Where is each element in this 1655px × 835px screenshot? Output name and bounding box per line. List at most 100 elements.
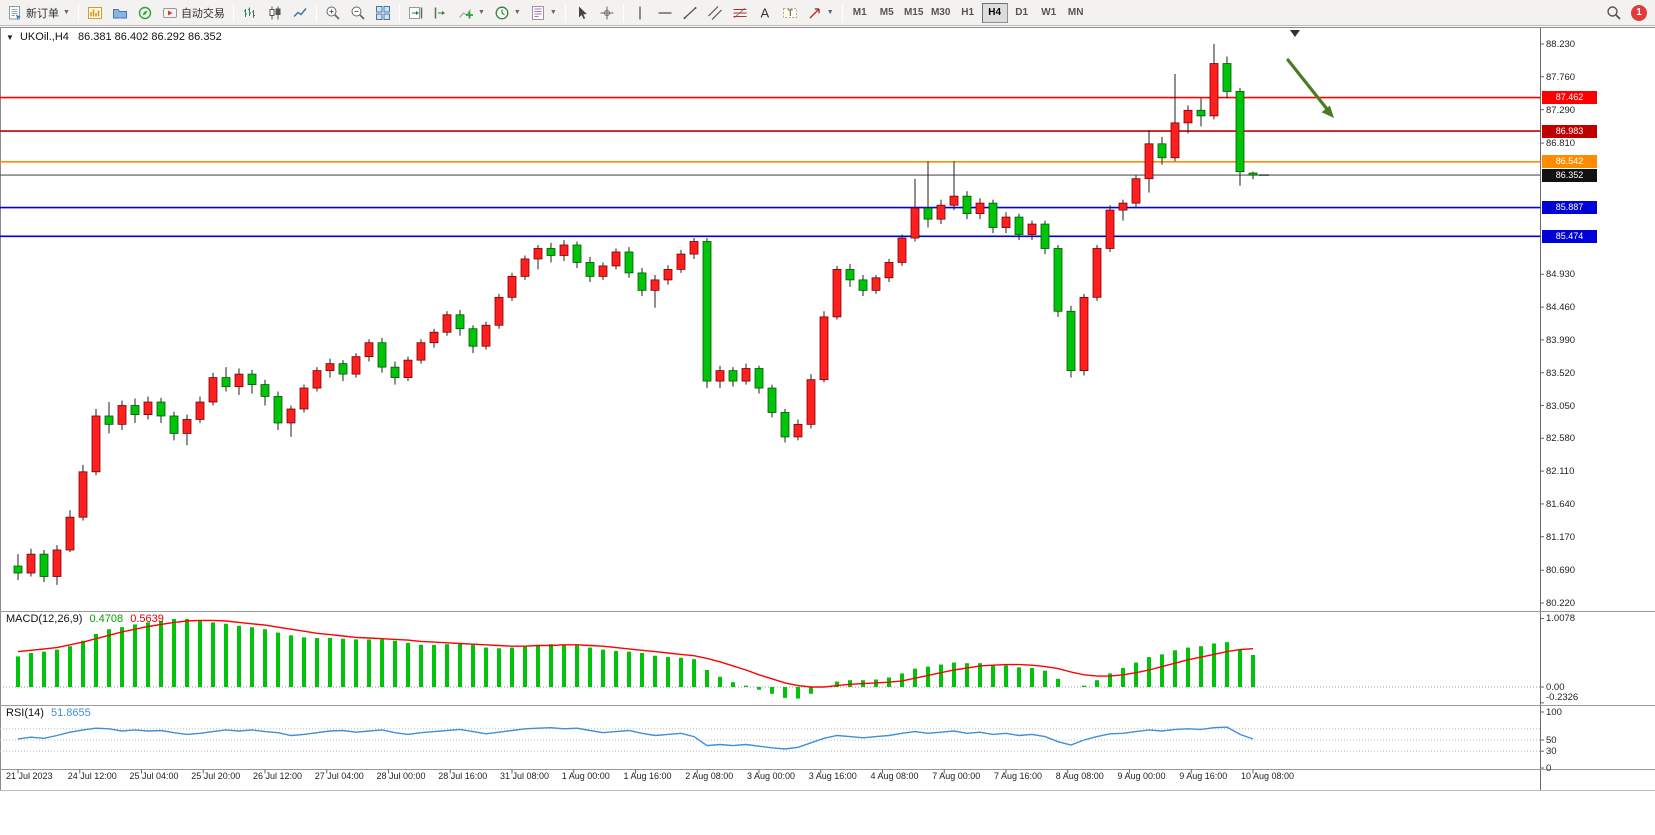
- candle-body: [429, 331, 439, 344]
- timeframe-m30[interactable]: M30: [928, 3, 954, 23]
- candle-body: [364, 342, 374, 358]
- autoscroll-button[interactable]: [404, 2, 428, 24]
- separator: [841, 3, 843, 22]
- horizontal-line-button[interactable]: [653, 2, 677, 24]
- timeframe-h1[interactable]: H1: [955, 3, 981, 23]
- crosshair-button[interactable]: [595, 2, 619, 24]
- candle-body: [962, 195, 972, 214]
- candle-body: [377, 342, 387, 368]
- timeframe-mn[interactable]: MN: [1063, 3, 1089, 23]
- collapse-icon[interactable]: ▼: [6, 33, 14, 42]
- candle-body: [286, 408, 296, 424]
- template-icon: [531, 5, 544, 20]
- timeframe-m15[interactable]: M15: [901, 3, 927, 23]
- candle-body: [871, 277, 881, 291]
- candle-body: [65, 516, 75, 551]
- candle-body: [897, 237, 907, 263]
- chevron-down-icon: ▼: [549, 9, 557, 16]
- candle-body: [169, 415, 179, 434]
- fibonacci-button[interactable]: [728, 2, 752, 24]
- chevron-down-icon: ▼: [826, 9, 834, 16]
- candle-body: [299, 387, 309, 410]
- search-button[interactable]: [1602, 2, 1626, 24]
- chart-shift-marker[interactable]: [1290, 30, 1300, 37]
- zoom-out-icon: [351, 6, 365, 20]
- ohlc-values: 86.381 86.402 86.292 86.352: [77, 31, 222, 43]
- candle-body: [143, 401, 153, 415]
- new-order-button[interactable]: 新订单 ▼: [3, 2, 74, 24]
- timeframe-m1[interactable]: M1: [847, 3, 873, 23]
- candle-body: [1079, 296, 1089, 372]
- candle-body: [312, 370, 322, 389]
- candle-body: [793, 423, 803, 438]
- profiles-button[interactable]: [108, 2, 132, 24]
- navigator-button[interactable]: [133, 2, 157, 24]
- candle-body: [819, 316, 829, 381]
- macd-label: MACD(12,26,9) 0.4708 0.5639: [6, 613, 164, 625]
- rsi-line: [17, 726, 1254, 750]
- line-chart-button[interactable]: [288, 2, 312, 24]
- candle-body: [78, 471, 88, 518]
- candle-body: [104, 415, 114, 425]
- candle-body: [1118, 202, 1128, 211]
- candle-body: [1170, 122, 1180, 159]
- candle-body: [975, 202, 985, 214]
- tile-windows-button[interactable]: [371, 2, 395, 24]
- candle-body: [13, 565, 23, 574]
- candle-body: [858, 279, 868, 291]
- candle-body: [117, 405, 127, 425]
- candle-body: [624, 251, 634, 274]
- candle-body: [689, 241, 699, 255]
- candle-body: [1040, 223, 1050, 249]
- candle-body: [650, 279, 660, 291]
- candles-chart-icon: [269, 6, 281, 19]
- rsi-label: RSI(14) 51.8655: [6, 707, 91, 719]
- zoom-out-button[interactable]: [346, 2, 370, 24]
- indicators-button[interactable]: ▼: [454, 2, 489, 24]
- channel-button[interactable]: [703, 2, 727, 24]
- new-order-icon: [9, 5, 21, 20]
- text-button[interactable]: A: [753, 2, 777, 24]
- cursor-button[interactable]: [570, 2, 594, 24]
- vertical-line-button[interactable]: [628, 2, 652, 24]
- autotrading-label: 自动交易: [180, 7, 225, 20]
- candle-body: [780, 412, 790, 438]
- text-icon: A: [760, 5, 769, 20]
- symbol-info[interactable]: ▼ UKOil.,H4 86.381 86.402 86.292 86.352: [6, 31, 222, 43]
- autoscroll-icon: [408, 6, 423, 19]
- chevron-down-icon: ▼: [63, 9, 70, 16]
- timeframe-h4[interactable]: H4: [981, 2, 1008, 23]
- candle-body: [156, 401, 166, 417]
- candle-body: [130, 405, 140, 415]
- candle-body: [728, 370, 738, 382]
- bars-chart-button[interactable]: [238, 2, 262, 24]
- timeframe-d1[interactable]: D1: [1009, 3, 1035, 23]
- candles-chart-button[interactable]: [263, 2, 287, 24]
- candle-body: [1209, 63, 1219, 117]
- timeframe-w1[interactable]: W1: [1036, 3, 1062, 23]
- new-chart-icon: [87, 6, 102, 19]
- new-chart-button[interactable]: [83, 2, 107, 24]
- shapes-button[interactable]: ▼: [803, 2, 838, 24]
- arrow-annotation[interactable]: [1286, 58, 1329, 111]
- template-button[interactable]: ▼: [526, 2, 561, 24]
- separator: [232, 3, 234, 22]
- chart-shift-button[interactable]: [429, 2, 453, 24]
- candle-body: [1248, 172, 1258, 176]
- timeframe-m5[interactable]: M5: [874, 3, 900, 23]
- candle-body: [1196, 109, 1206, 117]
- arrow-annotation-head[interactable]: [1321, 105, 1334, 118]
- trendline-button[interactable]: [678, 2, 702, 24]
- zoom-in-button[interactable]: [321, 2, 345, 24]
- svg-text:T: T: [787, 8, 793, 18]
- text-label-button[interactable]: T: [778, 2, 802, 24]
- separator: [315, 3, 317, 22]
- navigator-icon: [138, 6, 152, 19]
- notification-badge[interactable]: 1: [1631, 4, 1647, 21]
- autotrading-button[interactable]: 自动交易: [158, 2, 229, 24]
- candle-body: [182, 419, 192, 434]
- period-button[interactable]: ▼: [490, 2, 525, 24]
- candle-body: [39, 553, 49, 577]
- separator: [564, 3, 566, 22]
